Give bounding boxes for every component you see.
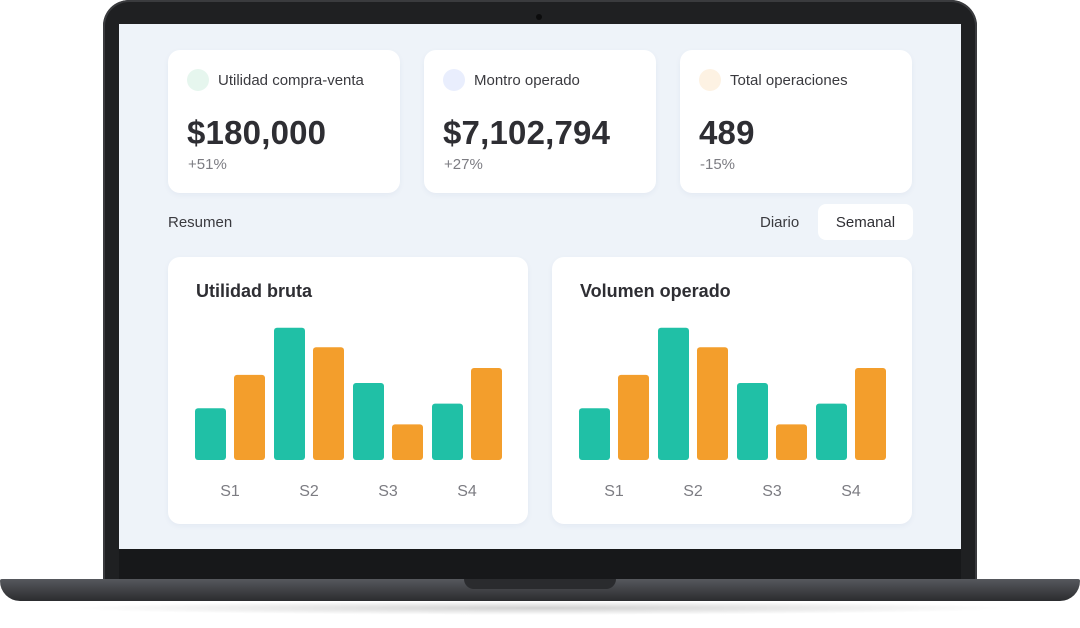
stat-card-operations: Total operaciones 489 -15% bbox=[680, 50, 912, 193]
stat-change: +27% bbox=[444, 156, 483, 173]
bar-s2-series-2 bbox=[697, 347, 728, 460]
bar-s2-series-2 bbox=[313, 347, 344, 460]
bar-s3-series-1 bbox=[737, 382, 768, 460]
stat-card-amount: Montro operado $7,102,794 +27% bbox=[424, 50, 656, 193]
x-tick-label: S3 bbox=[762, 483, 782, 500]
bar-s2-series-1 bbox=[658, 327, 689, 460]
status-dot-icon bbox=[699, 69, 721, 91]
status-dot-icon bbox=[187, 69, 209, 91]
bar-s4-series-2 bbox=[471, 368, 502, 460]
stat-label: Total operaciones bbox=[730, 71, 848, 89]
stat-header: Montro operado bbox=[443, 69, 580, 91]
chart-title: Utilidad bruta bbox=[196, 281, 312, 301]
x-tick-label: S4 bbox=[841, 483, 861, 500]
bar-chart: S1 S2 S3 S4 bbox=[195, 327, 502, 500]
laptop-shadow bbox=[60, 601, 1020, 615]
stat-value: $7,102,794 bbox=[443, 114, 611, 151]
x-tick-label: S1 bbox=[604, 483, 624, 500]
x-tick-label: S3 bbox=[378, 483, 398, 500]
x-tick-label: S2 bbox=[683, 483, 703, 500]
stat-change: +51% bbox=[188, 156, 227, 173]
stat-card-profit: Utilidad compra-venta $180,000 +51% bbox=[168, 50, 400, 193]
bar-s4-series-1 bbox=[816, 403, 847, 460]
bar-s3-series-2 bbox=[776, 424, 807, 460]
x-tick-label: S2 bbox=[299, 483, 319, 500]
bar-s1-series-2 bbox=[618, 374, 649, 460]
period-weekly-button[interactable]: Semanal bbox=[818, 204, 913, 240]
stat-change: -15% bbox=[700, 156, 736, 173]
summary-label: Resumen bbox=[168, 214, 233, 231]
stat-value: 489 bbox=[699, 114, 755, 151]
chart-card-volume: Volumen operado S1 S2 S3 S4 bbox=[552, 257, 912, 524]
bar-s3-series-2 bbox=[392, 424, 423, 460]
stat-label: Utilidad compra-venta bbox=[218, 71, 364, 89]
bar-chart: S1 S2 S3 S4 bbox=[579, 327, 886, 500]
laptop-notch bbox=[464, 579, 616, 589]
stat-label: Montro operado bbox=[474, 71, 580, 89]
bar-s4-series-1 bbox=[432, 403, 463, 460]
camera-icon bbox=[536, 14, 542, 20]
laptop-base bbox=[0, 579, 1080, 601]
laptop-chin bbox=[119, 549, 961, 579]
chart-card-gross-profit: Utilidad bruta S1 S2 S3 S4 bbox=[168, 257, 528, 524]
bar-s1-series-1 bbox=[579, 408, 610, 460]
dashboard-screen: Utilidad compra-venta $180,000 +51% Mont… bbox=[119, 24, 961, 549]
period-daily-button[interactable]: Diario bbox=[760, 214, 800, 231]
x-tick-label: S1 bbox=[220, 483, 240, 500]
chart-title: Volumen operado bbox=[580, 281, 731, 301]
bar-s1-series-1 bbox=[195, 408, 226, 460]
bar-s3-series-1 bbox=[353, 382, 384, 460]
stat-value: $180,000 bbox=[187, 114, 327, 151]
stat-header: Utilidad compra-venta bbox=[187, 69, 364, 91]
bar-s1-series-2 bbox=[234, 374, 265, 460]
status-dot-icon bbox=[443, 69, 465, 91]
stat-header: Total operaciones bbox=[699, 69, 848, 91]
bar-s4-series-2 bbox=[855, 368, 886, 460]
x-tick-label: S4 bbox=[457, 483, 477, 500]
bar-s2-series-1 bbox=[274, 327, 305, 460]
